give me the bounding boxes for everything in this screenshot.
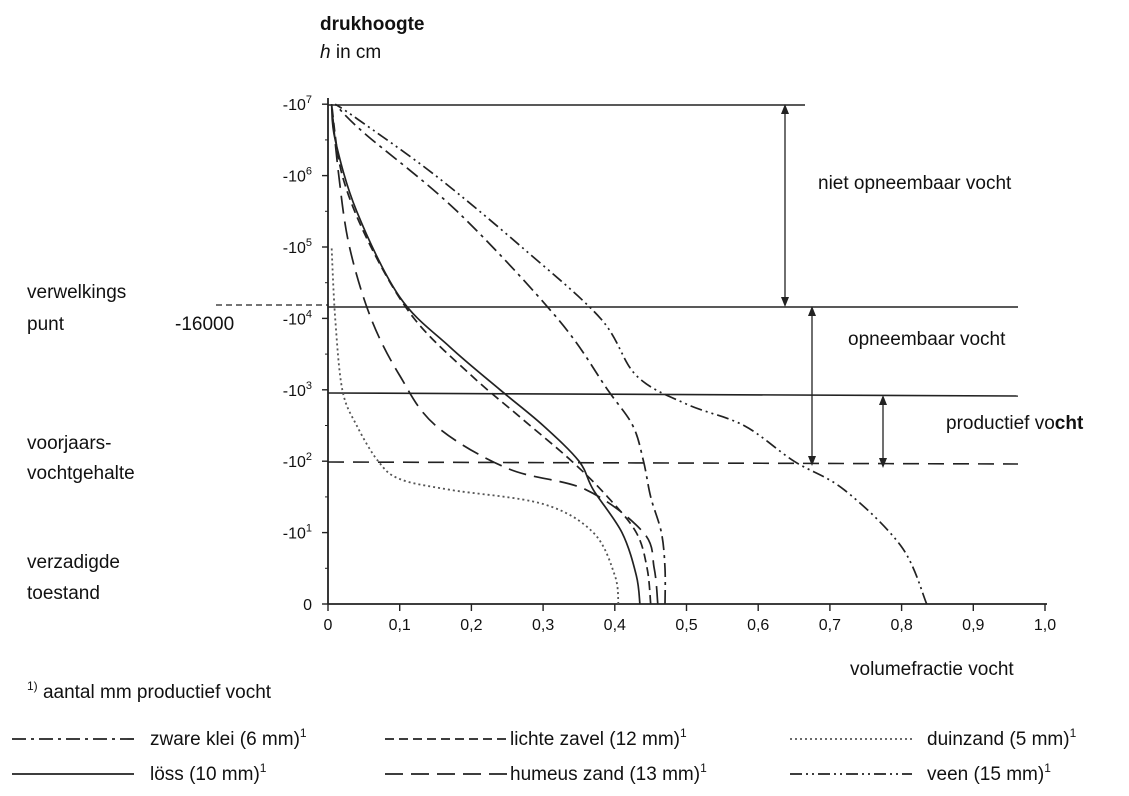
axes bbox=[327, 98, 1047, 605]
x-tick-label: 0,6 bbox=[747, 617, 769, 634]
side-label-wilting-2: punt bbox=[27, 314, 65, 335]
y-tick-label: -106 bbox=[283, 166, 312, 186]
arrow-head bbox=[781, 297, 789, 307]
x-tick-label: 0,7 bbox=[819, 617, 841, 634]
side-labels: verwelkings punt voorjaars- vochtgehalte… bbox=[27, 282, 234, 604]
y-tick-label: -103 bbox=[283, 380, 312, 400]
footnote: 1) aantal mm productief vocht bbox=[27, 679, 272, 703]
y-axis-title: drukhoogte bbox=[320, 14, 425, 35]
x-tick-label: 0 bbox=[324, 617, 333, 634]
y-tick-label: 0 bbox=[303, 597, 312, 614]
x-tick-label: 1,0 bbox=[1034, 617, 1056, 634]
legend-label: lichte zavel (12 mm)1 bbox=[510, 726, 687, 750]
series-group bbox=[330, 103, 928, 605]
zone-label-non-available: niet opneembaar vocht bbox=[818, 173, 1012, 194]
series-line-4 bbox=[330, 104, 659, 605]
arrow-head bbox=[808, 456, 816, 466]
x-axis-title: volumefractie vocht bbox=[850, 659, 1014, 680]
side-label-saturated-1: verzadigde bbox=[27, 552, 120, 573]
legend-label: duinzand (5 mm)1 bbox=[927, 726, 1077, 750]
y-axis-unit: h in cm bbox=[320, 42, 381, 63]
y-tick-label: -105 bbox=[283, 237, 312, 257]
side-label-spring-2: vochtgehalte bbox=[27, 463, 135, 484]
x-tick-label: 0,1 bbox=[389, 617, 411, 634]
legend: zware klei (6 mm)1 lichte zavel (12 mm)1 d… bbox=[12, 726, 1077, 785]
arrow-head bbox=[808, 306, 816, 316]
side-label-spring-1: voorjaars- bbox=[27, 433, 111, 454]
arrow-head bbox=[879, 458, 887, 468]
wilting-value: -16000 bbox=[175, 314, 234, 335]
series-line-2 bbox=[330, 246, 620, 605]
side-label-wilting-1: verwelkings bbox=[27, 282, 126, 303]
legend-label: humeus zand (13 mm)1 bbox=[510, 761, 707, 785]
x-tick-label: 0,4 bbox=[604, 617, 626, 634]
zone-arrows bbox=[781, 104, 887, 468]
y-tick-label: -102 bbox=[283, 451, 312, 471]
zone-label-productive: productief vocht bbox=[946, 413, 1084, 434]
y-tick-label: -101 bbox=[283, 523, 312, 543]
x-ticks: 0 0,1 0,2 0,3 0,4 0,5 0,6 0,7 0,8 0,9 1,0 bbox=[324, 604, 1056, 634]
zone-line-spring bbox=[327, 461, 1019, 465]
x-tick-label: 0,9 bbox=[962, 617, 984, 634]
series-line-3 bbox=[330, 104, 641, 605]
series-line-1 bbox=[330, 104, 652, 605]
legend-label: zware klei (6 mm)1 bbox=[150, 726, 307, 750]
zone-lines bbox=[216, 104, 1019, 465]
y-tick-label: -107 bbox=[283, 94, 312, 114]
x-tick-label: 0,5 bbox=[675, 617, 697, 634]
y-ticks: -107 -106 -105 -104 -103 -102 -101 0 bbox=[283, 94, 328, 614]
legend-label: veen (15 mm)1 bbox=[927, 761, 1051, 785]
y-tick-label: -104 bbox=[283, 308, 312, 328]
legend-label: löss (10 mm)1 bbox=[150, 761, 267, 785]
series-line-5 bbox=[334, 103, 928, 605]
series-line-0 bbox=[334, 103, 667, 605]
arrow-head bbox=[781, 104, 789, 114]
x-tick-label: 0,3 bbox=[532, 617, 554, 634]
x-tick-label: 0,2 bbox=[460, 617, 482, 634]
arrow-head bbox=[879, 395, 887, 405]
zone-line-productive bbox=[327, 392, 1019, 397]
side-label-saturated-2: toestand bbox=[27, 583, 100, 604]
zone-label-available: opneembaar vocht bbox=[848, 329, 1006, 350]
x-tick-label: 0,8 bbox=[890, 617, 912, 634]
